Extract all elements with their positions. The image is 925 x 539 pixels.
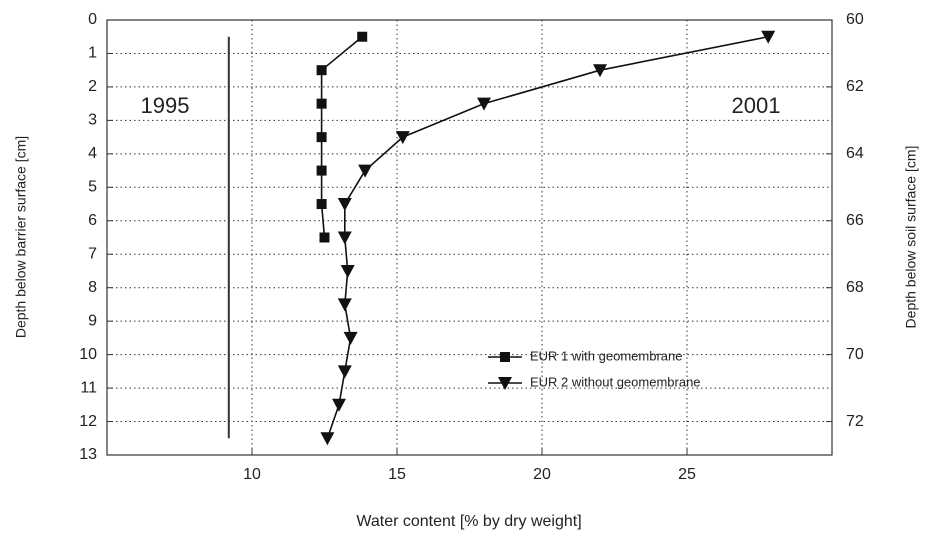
y2-tick-label: 70: [846, 346, 864, 363]
y2-tick-label: 64: [846, 145, 864, 162]
marker: [477, 97, 491, 111]
marker: [358, 164, 373, 178]
marker: [340, 264, 355, 278]
y-tick-label: 7: [88, 245, 97, 262]
annotation: 1995: [141, 93, 190, 118]
marker: [316, 199, 327, 210]
x-axis-label: Water content [% by dry weight]: [356, 513, 581, 530]
marker: [316, 132, 327, 143]
y-tick-label: 5: [88, 179, 97, 196]
marker: [337, 365, 352, 379]
marker: [337, 231, 352, 245]
marker: [357, 31, 368, 42]
marker: [332, 398, 346, 412]
x-tick-label: 20: [533, 466, 551, 483]
y2-axis-label: Depth below soil surface [cm]: [903, 146, 919, 329]
y2-tick-label: 62: [846, 78, 864, 95]
y-tick-label: 12: [79, 413, 97, 430]
y-tick-label: 9: [88, 312, 97, 329]
legend-marker: [500, 352, 510, 362]
y-tick-label: 11: [80, 379, 97, 396]
x-tick-label: 15: [388, 466, 406, 483]
marker: [320, 432, 335, 446]
marker: [395, 131, 410, 145]
marker: [337, 298, 352, 312]
y-tick-label: 3: [88, 112, 97, 129]
plot-frame: [106, 19, 833, 456]
x-tick-label: 25: [678, 466, 696, 483]
marker: [761, 30, 776, 44]
y-tick-label: 10: [79, 346, 97, 363]
marker: [316, 65, 327, 76]
marker: [316, 98, 327, 109]
y2-tick-label: 66: [846, 212, 864, 229]
marker: [316, 165, 327, 176]
y-tick-label: 1: [88, 45, 97, 62]
y-tick-label: 0: [88, 11, 97, 28]
annotation: 2001: [732, 93, 781, 118]
legend-label: EUR 1 with geomembrane: [530, 348, 682, 363]
y2-tick-label: 60: [846, 11, 864, 28]
y-axis-label: Depth below barrier surface [cm]: [13, 136, 29, 338]
y-tick-label: 8: [88, 279, 97, 296]
y2-tick-label: 68: [846, 279, 864, 296]
y-tick-label: 2: [88, 78, 97, 95]
y-tick-label: 13: [79, 446, 97, 463]
marker: [337, 198, 352, 212]
y2-tick-label: 72: [846, 413, 864, 430]
y-tick-label: 4: [88, 145, 97, 162]
marker: [593, 64, 607, 78]
y-tick-label: 6: [88, 212, 97, 229]
marker: [343, 331, 358, 345]
legend-marker: [498, 377, 512, 390]
marker: [319, 232, 330, 243]
x-tick-label: 10: [243, 466, 261, 483]
legend-label: EUR 2 without geomembrane: [530, 374, 701, 389]
